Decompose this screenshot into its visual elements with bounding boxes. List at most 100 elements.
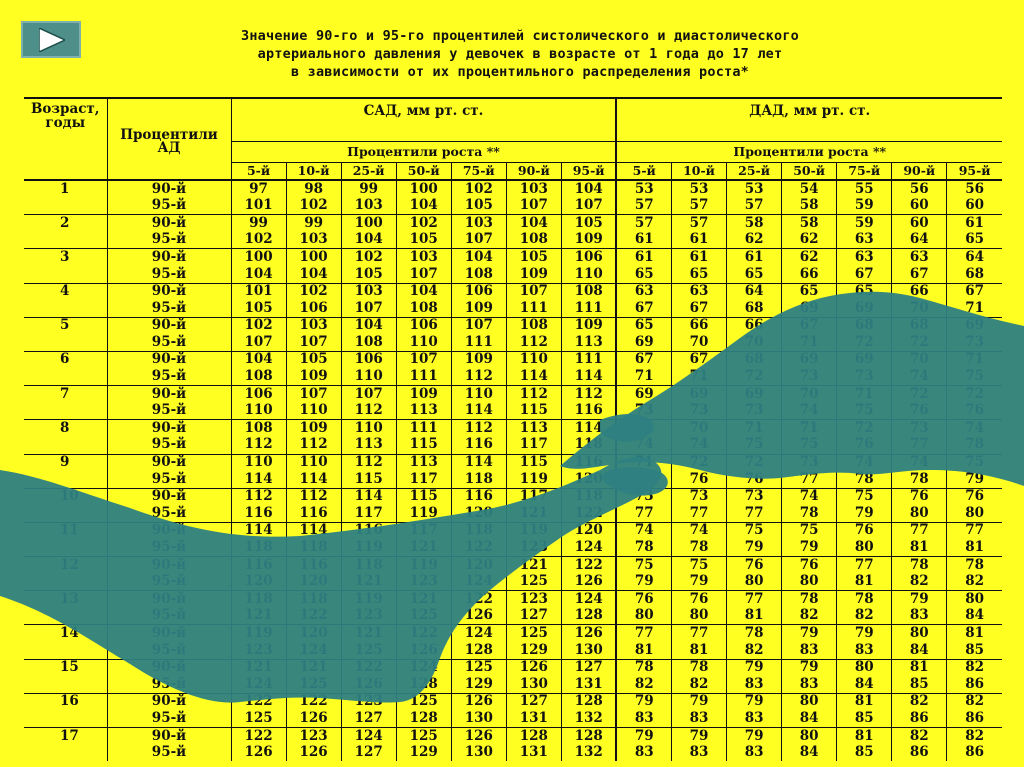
dad-value-cell: 61 bbox=[726, 248, 783, 266]
dad-value-cell: 72 bbox=[726, 453, 783, 472]
dad-value-cell: 80 bbox=[781, 726, 838, 745]
sad-value-cell: 123 bbox=[341, 607, 397, 625]
sad-value-cell: 130 bbox=[506, 676, 562, 694]
age-cell bbox=[24, 265, 108, 284]
age-cell: 8 bbox=[24, 419, 108, 437]
sad-value-cell: 118 bbox=[286, 539, 342, 557]
dad-value-cell: 73 bbox=[616, 402, 673, 420]
sad-value-cell: 106 bbox=[451, 282, 507, 301]
dad-value-cell: 73 bbox=[891, 419, 948, 437]
sad-value-cell: 120 bbox=[561, 521, 618, 540]
sad-value-cell: 97 bbox=[231, 179, 287, 198]
sad-value-cell: 118 bbox=[286, 590, 342, 608]
sad-value-cell: 103 bbox=[396, 248, 452, 266]
sad-value-cell: 107 bbox=[451, 231, 507, 249]
sad-value-cell: 104 bbox=[506, 214, 562, 232]
age-cell bbox=[24, 300, 108, 318]
sad-value-cell: 124 bbox=[286, 642, 342, 660]
dad-value-cell: 72 bbox=[946, 385, 1002, 403]
sad-value-cell: 107 bbox=[231, 334, 287, 352]
dad-value-cell: 74 bbox=[891, 368, 948, 386]
dad-value-cell: 82 bbox=[891, 726, 948, 745]
sad-value-cell: 112 bbox=[451, 419, 507, 437]
dad-value-cell: 58 bbox=[781, 214, 838, 232]
dad-height-col-6: 95-й bbox=[946, 162, 1002, 180]
dad-value-cell: 72 bbox=[836, 419, 893, 437]
sad-value-cell: 105 bbox=[561, 214, 618, 232]
dad-value-cell: 65 bbox=[965, 231, 985, 248]
sad-value-cell: 100 bbox=[341, 214, 397, 232]
sad-value-cell: 100 bbox=[286, 248, 342, 266]
sad-value-cell: 128 bbox=[561, 692, 618, 711]
dad-value-cell: 80 bbox=[946, 590, 1002, 608]
header-height-pct-dad: Процентили роста ** bbox=[616, 141, 1002, 163]
sad-value-cell: 119 bbox=[396, 505, 452, 523]
dad-value-cell: 71 bbox=[781, 419, 838, 437]
sad-height-col-6: 95-й bbox=[561, 162, 618, 180]
pct-ad-cell: 90-й bbox=[107, 521, 232, 540]
dad-value-cell: 67 bbox=[671, 300, 728, 318]
table-row: 9 90-й 110 110 112 113 114 115 116 71 72 72 73 74 74 75 bbox=[24, 453, 1002, 472]
pct-ad-cell: 95-й bbox=[107, 300, 232, 318]
dad-value-cell: 71 bbox=[836, 385, 893, 403]
dad-value-cell: 76 bbox=[891, 402, 948, 420]
dad-value-cell: 80 bbox=[836, 658, 893, 677]
sad-value-cell: 118 bbox=[451, 521, 507, 540]
header-pct-ad: Процентили АД bbox=[107, 98, 232, 180]
sad-value-cell: 123 bbox=[286, 726, 342, 745]
sad-value-cell: 107 bbox=[286, 334, 342, 352]
sad-value-cell: 107 bbox=[561, 197, 618, 215]
play-icon bbox=[39, 28, 65, 52]
dad-value-cell: 79 bbox=[726, 726, 783, 745]
sad-value-cell: 105 bbox=[396, 231, 452, 249]
sad-value-cell: 104 bbox=[396, 282, 452, 301]
dad-value-cell: 77 bbox=[726, 505, 783, 523]
pct-ad-cell: 95-й bbox=[107, 676, 232, 694]
sad-value-cell: 123 bbox=[506, 539, 562, 557]
sad-value-cell: 104 bbox=[451, 248, 507, 266]
sad-value-cell: 121 bbox=[231, 658, 287, 677]
sad-value-cell: 99 bbox=[231, 214, 287, 232]
age-cell: 16 bbox=[24, 692, 108, 711]
table-row: 8 90-й 108 109 110 111 112 113 114 70 70 71 71 72 73 74 bbox=[24, 419, 1002, 437]
sad-value-cell: 125 bbox=[341, 642, 397, 660]
sad-value-cell: 109 bbox=[451, 350, 507, 369]
dad-value-cell: 84 bbox=[965, 607, 985, 624]
dad-value-cell: 80 bbox=[671, 607, 728, 625]
sad-value-cell: 111 bbox=[451, 334, 507, 352]
dad-value-cell: 70 bbox=[781, 385, 838, 403]
dad-value-cell: 74 bbox=[781, 402, 838, 420]
dad-value-cell: 69 bbox=[616, 385, 673, 403]
dad-value-cell: 78 bbox=[616, 539, 673, 557]
pct-ad-cell: 90-й bbox=[107, 726, 232, 745]
sad-value-cell: 119 bbox=[506, 521, 562, 540]
table-row: 95-й 112 112 113 115 116 117 118 74 74 75 75 76 77 78 bbox=[24, 436, 1002, 454]
sad-value-cell: 108 bbox=[396, 300, 452, 318]
sad-value-cell: 125 bbox=[506, 624, 562, 643]
table-row: 95-й 101 102 103 104 105 107 107 57 57 57 58 59 60 60 bbox=[24, 197, 1002, 215]
next-slide-button[interactable] bbox=[21, 21, 81, 58]
dad-value-cell: 71 bbox=[965, 299, 985, 316]
dad-value-cell: 76 bbox=[946, 487, 1002, 506]
dad-value-cell: 61 bbox=[616, 231, 673, 249]
dad-value-cell: 69 bbox=[781, 300, 838, 318]
sad-value-cell: 116 bbox=[561, 453, 618, 472]
age-cell: 1 bbox=[24, 179, 108, 198]
sad-value-cell: 108 bbox=[506, 316, 562, 335]
dad-value-cell: 66 bbox=[726, 316, 783, 335]
dad-value-cell: 74 bbox=[781, 487, 838, 506]
age-cell: 5 bbox=[24, 316, 108, 335]
dad-value-cell: 73 bbox=[726, 487, 783, 506]
dad-value-cell: 78 bbox=[781, 590, 838, 608]
table-row: 6 90-й 104 105 106 107 109 110 111 67 67 68 69 69 70 71 bbox=[24, 350, 1002, 369]
dad-value-cell: 68 bbox=[726, 300, 783, 318]
sad-value-cell: 112 bbox=[286, 436, 342, 454]
sad-value-cell: 108 bbox=[341, 334, 397, 352]
sad-value-cell: 112 bbox=[231, 487, 287, 506]
sad-value-cell: 116 bbox=[561, 402, 618, 420]
dad-value-cell: 67 bbox=[891, 265, 948, 284]
dad-value-cell: 78 bbox=[836, 471, 893, 489]
dad-value-cell: 83 bbox=[616, 710, 673, 728]
dad-value-cell: 73 bbox=[671, 487, 728, 506]
sad-value-cell: 120 bbox=[286, 573, 342, 591]
